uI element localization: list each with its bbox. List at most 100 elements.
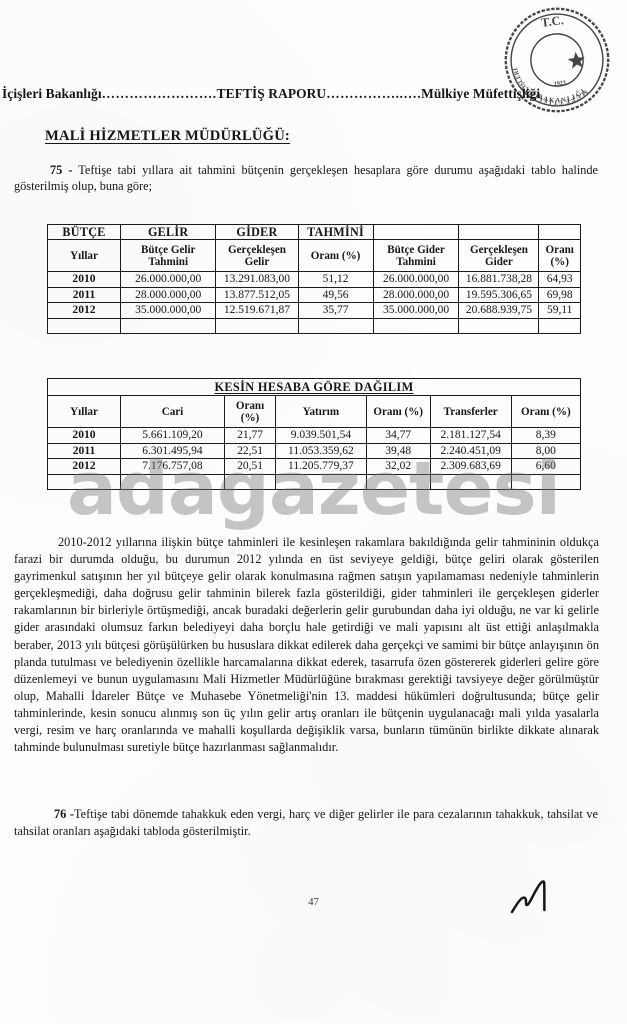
cell-gerceklesen-gelir: 12.519.671,87 (215, 302, 299, 319)
cell-butce-gelir-tahmini: 26.000.000,00 (120, 271, 217, 288)
header-yatirim-orani: Oranı (%) (365, 395, 431, 429)
handwritten-signature-icon (510, 880, 546, 914)
paragraph-75-text: Teftişe tabi yıllara ait tahmini bütçeni… (14, 163, 599, 194)
cell-empty (46, 317, 122, 334)
paragraph-76-text: Teftişe tabi dönemde tahakkuk eden vergi… (14, 807, 598, 838)
subheader-gerceklesen-gider: Gerçekleşen Gider (458, 239, 540, 273)
header-transfer-orani: Oranı (%) (510, 395, 582, 429)
cell-transfer-orani: 6,60 (510, 458, 582, 475)
header-yatirim: Yatırım (275, 395, 367, 429)
cell-butce-gelir-tahmini: 28.000.000,00 (120, 286, 217, 304)
cell-cari-orani: 22,51 (223, 442, 277, 460)
cell-year: 2012 (46, 302, 122, 319)
subheader-gelir-orani: Oranı (%) (297, 239, 374, 273)
cell-empty (275, 473, 367, 490)
header-empty-1 (372, 223, 460, 241)
svg-text:T.C.: T.C. (540, 13, 564, 30)
cell-empty (223, 473, 277, 490)
cell-empty (215, 317, 299, 334)
cell-empty (510, 473, 582, 490)
header-yillar: Yıllar (46, 395, 122, 429)
header-cari-orani: Oranı (%) (223, 395, 277, 429)
header-report-title: TEFTİŞ RAPORU (216, 86, 327, 101)
paragraph-body: 2010-2012 yıllarına ilişkin bütçe tahmin… (14, 535, 599, 755)
cell-gelir-orani: 49,56 (297, 286, 374, 304)
cell-empty (429, 473, 512, 490)
svg-text:M Ü F E T T İ Ş L İ Ğ İ: M Ü F E T T İ Ş L İ Ğ İ (524, 86, 589, 106)
svg-text:1923: 1923 (554, 80, 567, 87)
page-title: MALİ HİZMETLER MÜDÜRLÜĞÜ: (45, 128, 290, 144)
running-header: İçişleri Bakanlığı…………………….TEFTİŞ RAPORU… (2, 86, 562, 102)
cell-gerceklesen-gelir: 13.877.512,05 (215, 286, 299, 304)
table-banner-title: KESİN HESABA GÖRE DAĞILIM (47, 377, 581, 397)
cell-transferler: 2.309.683,69 (429, 458, 512, 475)
table-header-row-top: BÜTÇE GELİR GİDER TAHMİNİ (46, 223, 581, 241)
subheader-gerceklesen-gelir: Gerçekleşen Gelir (215, 239, 299, 273)
cell-empty (120, 473, 225, 490)
cell-cari: 7.176.757,08 (120, 458, 225, 475)
header-ministry: İçişleri Bakanlığı (2, 86, 102, 101)
cell-yatirim: 11.205.779,37 (275, 458, 367, 475)
header-transferler: Transferler (429, 395, 512, 429)
final-account-distribution-table: KESİN HESABA GÖRE DAĞILIM Yıllar Cari Or… (46, 377, 582, 490)
cell-gerceklesen-gider: 20.688.939,75 (458, 302, 540, 319)
table-row: 2012 35.000.000,00 12.519.671,87 35,77 3… (46, 302, 581, 319)
cell-butce-gider-tahmini: 28.000.000,00 (372, 286, 460, 304)
subheader-butce-gider-tahmini: Bütçe Gider Tahmini (372, 239, 460, 273)
cell-empty (538, 317, 581, 334)
header-empty-2 (458, 223, 540, 241)
cell-butce-gider-tahmini: 35.000.000,00 (372, 302, 460, 319)
table-row: 2012 7.176.757,08 20,51 11.205.779,37 32… (46, 458, 582, 475)
cell-empty (372, 317, 460, 334)
cell-empty (297, 317, 374, 334)
cell-empty (46, 473, 122, 490)
table-row: 2011 28.000.000,00 13.877.512,05 49,56 2… (46, 286, 581, 304)
subheader-gider-orani: Oranı (%) (538, 239, 581, 273)
subheader-yillar: Yıllar (46, 239, 122, 273)
subheader-butce-gelir-tahmini: Bütçe Gelir Tahmini (120, 239, 217, 273)
cell-empty (120, 317, 217, 334)
header-cari: Cari (120, 395, 225, 429)
cell-butce-gelir-tahmini: 35.000.000,00 (120, 302, 217, 319)
cell-cari: 5.661.109,20 (120, 427, 225, 444)
cell-year: 2011 (46, 286, 122, 304)
cell-transferler: 2.240.451,09 (429, 442, 512, 460)
paragraph-76: 76 -Teftişe tabi dönemde tahakkuk eden v… (14, 806, 598, 840)
cell-gider-orani: 69,98 (538, 286, 581, 304)
cell-cari: 6.301.495,94 (120, 442, 225, 460)
header-gider: GİDER (215, 223, 299, 241)
header-dots-left: ……………………. (101, 86, 217, 101)
paragraph-75-number: 75 - (50, 163, 73, 177)
cell-butce-gider-tahmini: 26.000.000,00 (372, 271, 460, 288)
table-header-row: Yıllar Cari Oranı (%) Yatırım Oranı (%) … (46, 395, 582, 429)
cell-yatirim-orani: 34,77 (365, 427, 431, 444)
cell-transfer-orani: 8,00 (510, 442, 582, 460)
cell-yatirim: 9.039.501,54 (275, 427, 367, 444)
cell-gerceklesen-gider: 19.595.306,65 (458, 286, 540, 304)
cell-gerceklesen-gelir: 13.291.083,00 (215, 271, 299, 288)
table-row: 2010 26.000.000,00 13.291.083,00 51,12 2… (46, 271, 581, 288)
header-butce: BÜTÇE (46, 223, 122, 241)
header-empty-3 (538, 223, 581, 241)
header-tahmini: TAHMİNİ (297, 223, 374, 241)
cell-yatirim-orani: 32,02 (365, 458, 431, 475)
cell-gider-orani: 59,11 (538, 302, 581, 319)
header-gelir: GELİR (120, 223, 217, 241)
header-inspectorate: Mülkiye Müfettişliği (421, 86, 541, 101)
cell-gelir-orani: 35,77 (297, 302, 374, 319)
cell-year: 2010 (46, 271, 122, 288)
cell-gelir-orani: 51,12 (297, 271, 374, 288)
page-number: 47 (308, 897, 319, 908)
cell-year: 2012 (46, 458, 122, 475)
official-round-stamp-icon: T.C. 1923 B A K A N L I Ğ I İÇİŞLERİ M Ü… (504, 7, 610, 113)
table-row-empty (46, 317, 581, 334)
cell-empty (458, 317, 540, 334)
paragraph-75: 75 - Teftişe tabi yıllara ait tahmini bü… (14, 162, 598, 195)
cell-transfer-orani: 8,39 (510, 427, 582, 444)
cell-empty (365, 473, 431, 490)
cell-gerceklesen-gider: 16.881.738,28 (458, 271, 540, 288)
cell-year: 2011 (46, 442, 122, 460)
cell-yatirim-orani: 39,48 (365, 442, 431, 460)
cell-yatirim: 11.053.359,62 (275, 442, 367, 460)
